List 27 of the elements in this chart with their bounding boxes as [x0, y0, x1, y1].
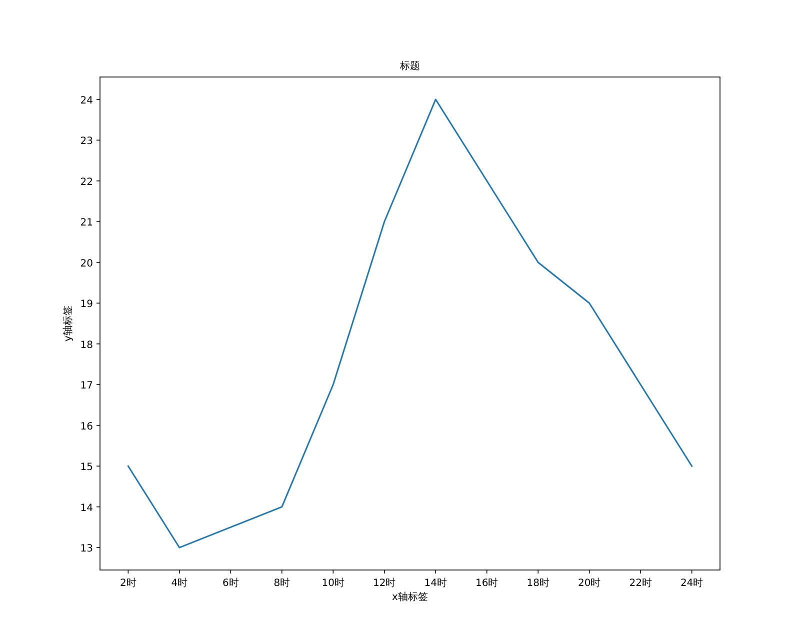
x-tick-label: 2时 — [120, 577, 136, 589]
y-tick-label: 19 — [80, 299, 93, 310]
y-tick-label: 24 — [80, 95, 93, 106]
y-tick-label: 15 — [80, 462, 93, 474]
y-tick-label: 16 — [80, 421, 93, 432]
y-tick-label: 20 — [80, 258, 93, 270]
y-axis-title: y轴标签 — [62, 306, 74, 342]
y-tick-label: 22 — [80, 176, 93, 188]
x-tick-label: 22时 — [629, 577, 652, 589]
x-tick-label: 10时 — [322, 577, 345, 589]
chart-title: 标题 — [399, 60, 420, 72]
y-tick-label: 21 — [80, 218, 93, 229]
y-tick-label: 14 — [80, 502, 93, 514]
x-tick-label: 24时 — [680, 577, 704, 589]
y-tick-label: 13 — [80, 544, 93, 555]
y-tick-label: 17 — [80, 380, 93, 392]
x-axis-title: x轴标签 — [392, 591, 428, 603]
y-tick-label: 18 — [80, 340, 93, 351]
x-tick-label: 16时 — [475, 577, 498, 589]
x-tick-label: 6时 — [222, 577, 239, 589]
x-tick-label: 12时 — [373, 577, 396, 589]
y-tick-label: 23 — [80, 136, 93, 148]
x-tick-label: 8时 — [274, 577, 290, 589]
x-tick-label: 4时 — [171, 577, 188, 589]
x-tick-label: 18时 — [526, 577, 550, 589]
x-tick-label: 14时 — [424, 577, 447, 589]
x-tick-label: 20时 — [578, 577, 601, 589]
